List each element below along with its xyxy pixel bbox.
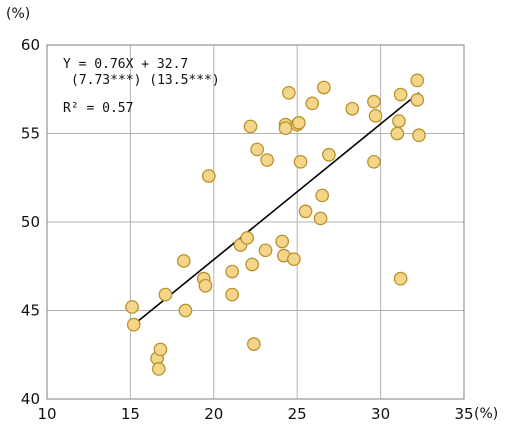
regression-line (133, 92, 420, 326)
y-tick-label: 50 (21, 213, 40, 231)
data-point (368, 108, 383, 123)
x-tick-label: 10 (37, 405, 56, 423)
data-point (367, 154, 381, 169)
data-point (390, 126, 405, 141)
data-point (153, 342, 168, 357)
data-point (258, 243, 273, 258)
data-points (125, 73, 426, 376)
t-statistics: (7.73***) (13.5***) (71, 73, 220, 88)
data-point (243, 119, 258, 134)
data-point (240, 231, 255, 245)
y-tick-label: 45 (21, 302, 40, 320)
x-tick-label: 25 (288, 405, 307, 423)
data-point (393, 271, 408, 286)
data-point (317, 80, 331, 95)
data-point (392, 114, 406, 128)
data-point (315, 188, 330, 203)
data-point (367, 94, 381, 109)
plot-frame (46, 44, 465, 400)
data-point (250, 142, 265, 157)
data-point (345, 101, 360, 116)
regression-equation: Y = 0.76X + 32.7 (63, 57, 188, 72)
data-point (275, 234, 290, 249)
x-axis-label: (%) (474, 406, 498, 422)
data-point (225, 264, 239, 279)
data-point (313, 211, 328, 226)
data-point (176, 254, 191, 268)
data-point (278, 121, 293, 136)
data-point (246, 337, 261, 351)
y-tick-label: 60 (21, 36, 40, 54)
y-tick-label: 40 (21, 390, 40, 408)
data-point (410, 73, 425, 88)
regression-annotations: Y = 0.76X + 32.7 (7.73***) (13.5***) R² … (63, 57, 220, 116)
data-point (198, 278, 213, 293)
data-point (126, 317, 141, 332)
x-tick-label: 35 (454, 405, 473, 423)
x-tick-label: 30 (371, 405, 390, 423)
x-tick-label: 20 (204, 405, 223, 423)
data-point (178, 303, 193, 318)
data-point (201, 169, 216, 183)
data-point (225, 287, 239, 302)
y-tick-label: 55 (21, 125, 40, 143)
data-point (410, 93, 425, 107)
data-point (282, 85, 296, 100)
y-axis-ticks: 40 45 50 55 60 (21, 36, 40, 408)
data-point (322, 147, 336, 162)
data-point (412, 128, 426, 143)
grid-lines (47, 45, 464, 399)
data-point (158, 287, 173, 302)
data-point (292, 116, 306, 130)
data-point (293, 154, 308, 169)
data-point (305, 96, 320, 111)
data-point (151, 362, 166, 376)
data-point (125, 300, 139, 314)
y-axis-label: (%) (6, 6, 30, 22)
x-tick-label: 15 (121, 405, 140, 423)
data-point (298, 204, 313, 219)
x-axis-ticks: 10 15 20 25 30 35 (37, 405, 473, 423)
data-point (393, 87, 408, 102)
data-point (245, 257, 260, 272)
data-point (287, 252, 301, 267)
r-squared: R² = 0.57 (63, 101, 133, 116)
data-point (260, 153, 275, 167)
